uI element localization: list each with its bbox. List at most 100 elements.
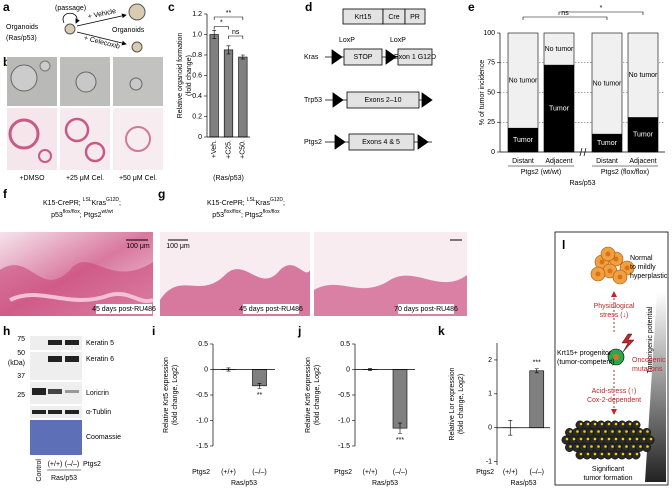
construct-box <box>404 8 426 25</box>
x-tick-label: (–/–) <box>393 469 407 476</box>
y-tick-label: 0.2 <box>192 113 202 120</box>
nucleus <box>617 274 623 280</box>
nucleus <box>618 430 621 433</box>
construct-box <box>343 48 383 66</box>
significance-bracket <box>522 16 608 20</box>
text: Organoids <box>112 27 145 34</box>
x-tick-label: (+/+) <box>503 469 518 476</box>
nucleus <box>628 437 632 441</box>
error-bar <box>226 45 231 55</box>
text: K15-CrePR; <box>43 200 83 207</box>
panel-label: h <box>3 324 10 338</box>
nucleus <box>600 422 604 426</box>
y-axis-label: Relative Krt5 expression <box>163 357 170 433</box>
tumor-cell <box>631 420 641 430</box>
bar <box>209 34 219 138</box>
significance-bracket <box>213 16 244 20</box>
significance-bracket <box>228 35 244 39</box>
text: wt/wt <box>102 209 114 215</box>
nucleus <box>590 430 593 433</box>
nucleus <box>642 437 646 441</box>
tissue <box>9 291 154 304</box>
band <box>65 390 79 393</box>
label: mutations <box>632 366 663 373</box>
organoid <box>8 118 40 150</box>
y-tick-label: -1.0 <box>196 417 208 424</box>
y-tick-label: 0.8 <box>192 52 202 59</box>
text: Kras <box>92 200 107 207</box>
mw-label: 50 <box>17 350 25 357</box>
label: 45 days post-RU486 <box>239 306 303 313</box>
y-tick-label: -1 <box>486 458 492 465</box>
label: STOP <box>354 54 373 61</box>
bar <box>223 49 234 138</box>
band <box>48 340 62 345</box>
segment-label: Tumor <box>597 140 618 147</box>
significance-label: ** <box>226 10 232 17</box>
panel-label: k <box>438 324 445 338</box>
marker-label: Keratin 5 <box>86 340 114 347</box>
bar-segment <box>627 32 659 118</box>
loxp-site <box>421 92 433 108</box>
x-axis-label: (Ras/p53) <box>213 175 244 182</box>
marker-label: Loricrin <box>86 390 109 397</box>
text: ; Ptgs2 <box>80 212 102 219</box>
label: Significant <box>592 466 624 473</box>
x-tick-label: +C25. <box>225 140 232 159</box>
text: LSL <box>83 197 92 203</box>
y-tick-label: 0.5 <box>198 341 208 348</box>
nucleus <box>600 452 604 456</box>
nucleus <box>624 265 630 271</box>
y-tick-label: 100 <box>483 30 495 37</box>
tumor-cell <box>642 428 651 437</box>
y-tick-label: 2 <box>488 357 492 364</box>
label: Krt15+ progenitor <box>557 350 612 357</box>
nucleus <box>614 452 618 456</box>
nucleus <box>649 437 653 441</box>
label-bg <box>243 304 299 314</box>
y-tick-label: 0 <box>491 149 495 156</box>
label: +50 μM Cel. <box>119 175 157 182</box>
y-axis-label: Relative organoid formation <box>177 33 184 119</box>
nucleus <box>635 452 639 456</box>
tissue <box>160 265 310 316</box>
label: Acid-stress (↑) <box>592 388 637 395</box>
text: ; <box>119 200 121 207</box>
organoid <box>10 64 38 92</box>
y-tick-label: 0.5 <box>340 341 350 348</box>
segment-label: No tumor <box>629 72 658 79</box>
nucleus <box>607 422 611 426</box>
genotype: p53flox/flox; Ptgs2wt/wt <box>51 209 113 219</box>
y-tick-label: 0 <box>198 134 202 141</box>
nucleus <box>625 445 628 448</box>
y-tick-label: -1.5 <box>338 443 350 450</box>
panel-label: j <box>297 324 301 338</box>
label: tumor formation <box>583 475 632 482</box>
text: ; <box>283 200 285 207</box>
lane-label: Ras/p53 <box>51 475 77 482</box>
arrow <box>76 13 127 27</box>
panel-label: f <box>3 187 8 201</box>
label: to mildly <box>630 264 656 271</box>
y-axis-label: (fold change, Log2) <box>458 374 465 434</box>
nucleus <box>583 430 586 433</box>
text: Kras <box>256 200 271 207</box>
label: LoxP <box>339 37 355 44</box>
significance-label: *** <box>396 437 404 444</box>
x-tick-label: +Veh. <box>211 140 218 158</box>
band <box>65 410 79 414</box>
nucleus <box>590 445 593 448</box>
significance-label: *** <box>533 360 541 367</box>
significance-label: * <box>600 5 603 12</box>
text: p53 <box>212 212 224 219</box>
marker-label: Keratin 6 <box>86 356 114 363</box>
label: +25 μM Cel. <box>66 175 104 182</box>
y-axis-label: (fold change, Log2) <box>314 365 321 425</box>
error-bar <box>212 30 217 39</box>
y-axis-label: (fold change) <box>186 55 193 96</box>
label: stress (↓) <box>600 312 629 319</box>
text: p53 <box>51 212 63 219</box>
panel-label: e <box>468 0 475 14</box>
text: flox/flox <box>63 209 80 215</box>
x-tick-label: (–/–) <box>252 469 266 476</box>
